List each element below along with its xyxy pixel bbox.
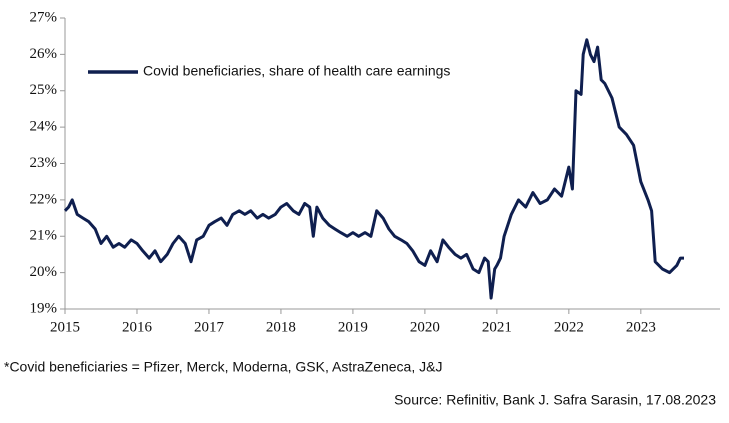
x-tick-label: 2021 [482,319,512,335]
footnote: *Covid beneficiaries = Pfizer, Merck, Mo… [4,359,442,375]
y-tick-label: 21% [30,228,58,244]
x-tick-label: 2019 [338,319,368,335]
x-tick-label: 2022 [554,319,584,335]
source: Source: Refinitiv, Bank J. Safra Sarasin… [394,392,716,408]
legend-label: Covid beneficiaries, share of health car… [143,63,450,79]
y-tick-label: 20% [30,264,58,280]
y-tick-label: 23% [30,155,58,171]
y-tick-label: 19% [30,300,58,316]
x-tick-label: 2018 [266,319,296,335]
y-tick-label: 26% [30,46,58,62]
x-tick-label: 2020 [410,319,440,335]
x-tick-label: 2015 [50,319,80,335]
x-tick-label: 2017 [194,319,225,335]
y-tick-label: 24% [30,119,58,135]
y-tick-label: 25% [30,82,58,98]
x-tick-label: 2023 [626,319,656,335]
line [63,38,684,300]
y-tick-label: 27% [30,9,58,25]
x-tick-label: 2016 [122,319,153,335]
y-tick-label: 22% [30,191,58,207]
